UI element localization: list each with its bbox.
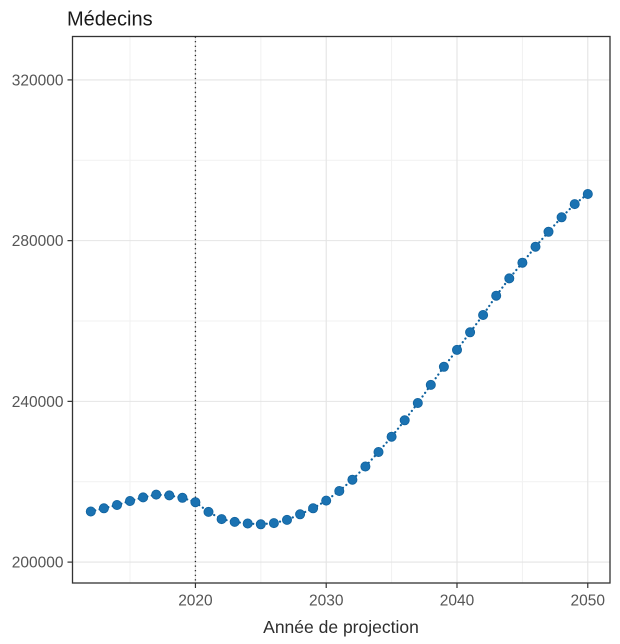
gridlines-minor [72,36,610,583]
data-point [255,519,266,530]
data-point [504,273,515,284]
data-point [295,509,306,520]
x-tick-label: 2020 [178,593,213,610]
y-tick-label: 240000 [12,394,64,411]
data-point [465,327,476,338]
data-point [425,379,436,390]
data-point [386,431,397,442]
data-point [334,485,345,496]
x-axis-title: Année de projection [263,617,419,637]
gridlines-major [72,36,610,583]
data-point [190,497,201,508]
data-point [412,397,423,408]
data-point [347,474,358,485]
data-point [138,492,149,503]
data-point [177,492,188,503]
data-point [85,506,96,517]
chart-title: Médecins [67,9,153,31]
data-point [491,290,502,301]
data-point [530,241,541,252]
data-point [203,506,214,517]
data-point [242,518,253,529]
data-point [229,516,240,527]
data-point [125,495,136,506]
data-series [85,188,593,530]
y-tick-label: 200000 [12,555,64,572]
axis-tick-labels: 2020 2030 2040 2050 200000 240000 280000 320000 [12,72,606,609]
data-point [556,212,567,223]
data-point [98,503,109,514]
data-point [569,199,580,210]
x-tick-label: 2050 [571,593,606,610]
data-point [373,446,384,457]
data-point [478,309,489,320]
data-point [151,489,162,500]
x-tick-label: 2030 [309,593,344,610]
data-point [438,361,449,372]
data-point [112,499,123,510]
data-point [321,495,332,506]
panel-border [71,35,611,584]
data-point [543,226,554,237]
data-point [268,518,279,529]
data-point [582,188,593,199]
data-point [399,415,410,426]
data-point [308,503,319,514]
plot-panel [72,36,610,583]
data-point [164,490,175,501]
x-tick-label: 2040 [440,593,475,610]
data-point [216,514,227,525]
data-point [451,344,462,355]
y-tick-label: 280000 [12,233,64,250]
data-point [517,257,528,268]
y-tick-label: 320000 [12,72,64,89]
data-point [281,514,292,525]
data-point [360,461,371,472]
axis-ticks [67,79,589,588]
